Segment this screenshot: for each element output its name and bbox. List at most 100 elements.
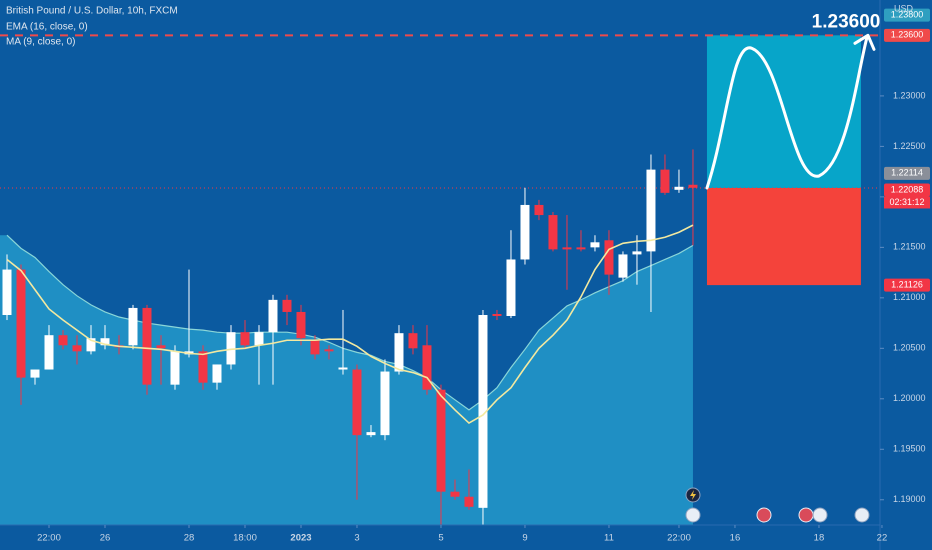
candle-body xyxy=(240,332,250,346)
price-label: 1.23800 xyxy=(891,10,924,20)
candle-body xyxy=(324,349,334,352)
candle-body xyxy=(16,269,26,378)
axes: 1.19000 1.19500 1.20000 1.20500 1.21000 1.215… xyxy=(37,8,930,544)
candle-body xyxy=(198,351,208,383)
currency-label: USD xyxy=(894,3,914,13)
candle-body xyxy=(366,432,376,436)
y-tick-label: 1.19000 xyxy=(893,494,926,504)
candle-body xyxy=(464,496,474,507)
x-tick-label: 5 xyxy=(438,533,443,544)
candle-body xyxy=(590,242,600,248)
event-icon xyxy=(812,507,828,523)
candle-body xyxy=(394,333,404,372)
y-tick-label: 1.20000 xyxy=(893,393,926,403)
candle-body xyxy=(492,313,502,317)
candle-body xyxy=(142,307,152,385)
candle-body xyxy=(450,491,460,497)
candle-body xyxy=(86,338,96,352)
chart-title: British Pound / U.S. Dollar, 10h, FXCM xyxy=(6,6,178,17)
x-tick-label: 9 xyxy=(522,533,527,544)
y-tick-label: 1.22500 xyxy=(893,141,926,151)
indicator-legend: EMA (16, close, 0) xyxy=(6,22,88,33)
candle-body xyxy=(478,315,488,508)
x-tick-label: 26 xyxy=(100,533,111,544)
candle-body xyxy=(618,254,628,278)
candle-body xyxy=(268,299,278,333)
y-tick-label: 1.21000 xyxy=(893,292,926,302)
position-loss xyxy=(706,187,861,286)
candle-body xyxy=(604,240,614,275)
x-tick-label: 28 xyxy=(184,533,195,544)
event-icon xyxy=(798,507,814,523)
candle-body xyxy=(352,369,362,436)
candle-body xyxy=(660,169,670,193)
candle-body xyxy=(2,269,12,315)
x-tick-label: 22 xyxy=(877,533,888,544)
ema-area xyxy=(0,235,693,525)
x-tick-label: 18:00 xyxy=(233,533,257,544)
drawing-curve xyxy=(705,35,869,190)
plot-front: 1.23600 xyxy=(0,11,881,190)
event-icons xyxy=(685,487,870,523)
candle-body xyxy=(688,184,698,188)
candle-body xyxy=(380,371,390,436)
candle-body xyxy=(100,338,110,346)
candle-body xyxy=(212,364,222,383)
candle-body xyxy=(520,204,530,260)
x-tick-label: 3 xyxy=(354,533,359,544)
target-annotation: 1.23600 xyxy=(812,11,881,32)
candle-body xyxy=(422,345,432,390)
countdown-box xyxy=(884,196,930,209)
candle-body xyxy=(170,351,180,385)
candle-body xyxy=(408,333,418,349)
price-label-box xyxy=(884,28,930,42)
y-tick-label: 1.19500 xyxy=(893,444,926,454)
candle-body xyxy=(506,259,516,317)
y-tick-label: 1.23000 xyxy=(893,90,926,100)
candle-body xyxy=(338,367,348,370)
event-icon xyxy=(685,507,701,523)
countdown: 02:31:12 xyxy=(889,197,924,207)
candle-body xyxy=(44,335,54,370)
candle-body xyxy=(226,332,236,365)
plot-mid xyxy=(2,149,698,525)
candle-body xyxy=(674,186,684,190)
candle-body xyxy=(576,247,586,250)
x-tick-label: 16 xyxy=(730,533,741,544)
x-tick-label: 2023 xyxy=(290,533,311,544)
price-label: 1.22114 xyxy=(891,168,923,178)
event-icon-glyph xyxy=(690,490,696,500)
candle-body xyxy=(310,340,320,355)
price-label-box xyxy=(884,8,930,22)
candle-body xyxy=(632,251,642,255)
candle-body xyxy=(58,335,68,346)
candle-body xyxy=(534,204,544,216)
price-label-box xyxy=(884,183,930,197)
candle-body xyxy=(128,307,138,346)
y-tick-label: 1.20500 xyxy=(893,343,926,353)
candle-body xyxy=(436,389,446,492)
x-tick-label: 11 xyxy=(604,533,614,544)
x-tick-label: 22:00 xyxy=(37,533,61,544)
price-label-box xyxy=(884,278,930,292)
plot-back xyxy=(0,35,880,525)
candle-body xyxy=(548,215,558,250)
price-label: 1.23600 xyxy=(891,30,924,40)
ma-line xyxy=(6,224,694,425)
candle-body xyxy=(646,169,656,252)
y-tick-label: 1.21500 xyxy=(893,242,926,252)
candle-body xyxy=(30,369,40,378)
price-label-box xyxy=(884,166,930,180)
candle-body xyxy=(296,311,306,339)
price-label: 1.21126 xyxy=(891,279,923,289)
candle-body xyxy=(156,345,166,349)
x-tick-label: 22:00 xyxy=(667,533,691,544)
event-icon xyxy=(854,507,870,523)
indicator-legend: MA (9, close, 0) xyxy=(6,37,75,48)
candle-body xyxy=(562,247,572,250)
candle-body xyxy=(254,332,264,346)
price-label: 1.22088 xyxy=(891,184,924,194)
x-tick-label: 18 xyxy=(814,533,825,544)
drawing-arrow xyxy=(853,33,876,51)
